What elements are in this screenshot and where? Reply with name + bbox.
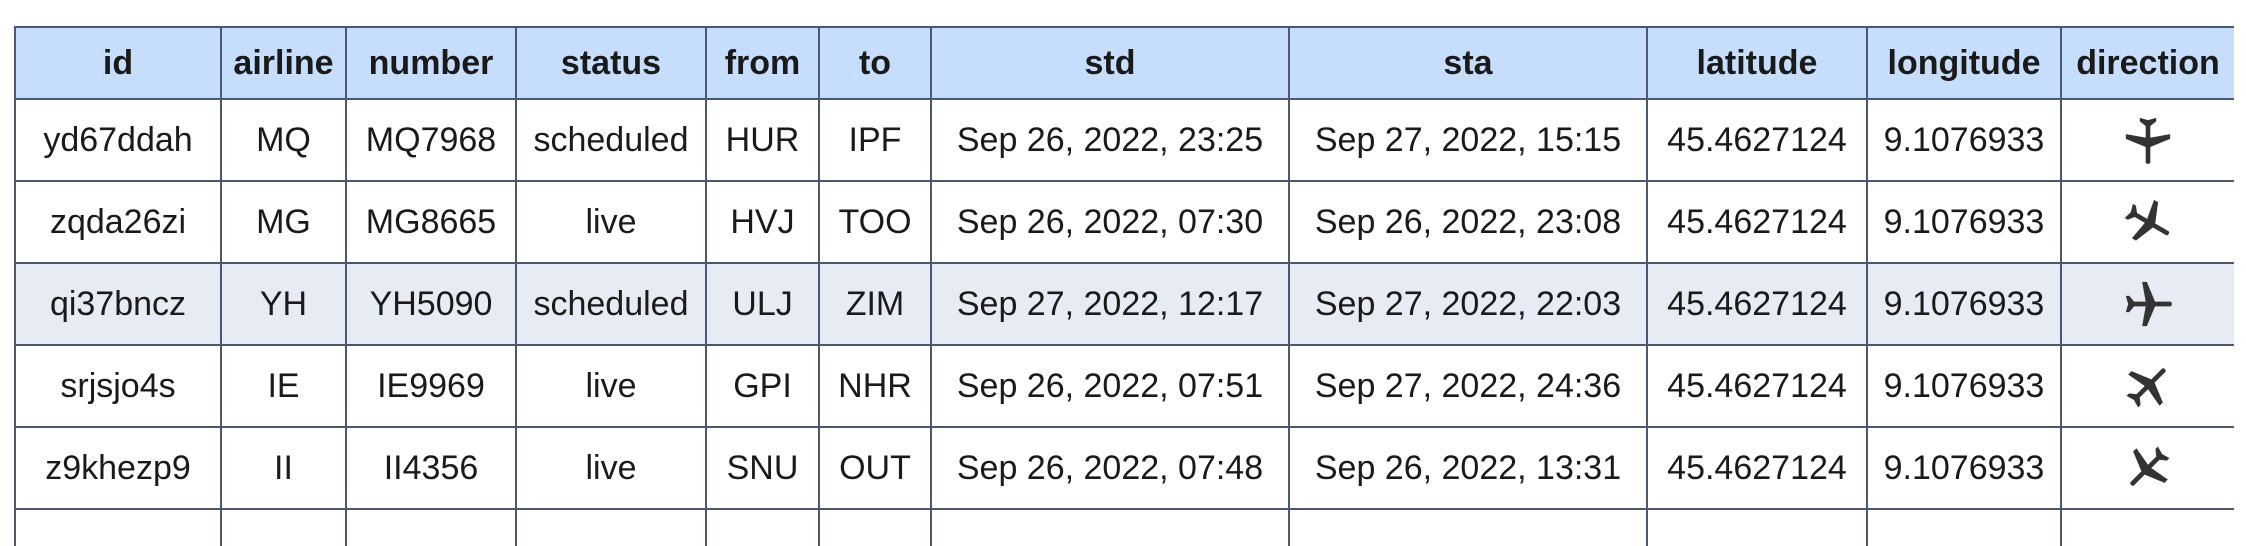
table-row[interactable]: yd67ddah MQ MQ7968 scheduled HUR IPF Sep…	[14, 98, 2234, 182]
cell-latitude: 45.4627124	[1646, 262, 1868, 346]
cell-direction	[2060, 508, 2234, 546]
cell-std: Sep 26, 2022, 07:48	[930, 426, 1290, 510]
cell-direction	[2060, 344, 2234, 428]
cell-sta: Sep 26, 2022, 13:31	[1288, 426, 1648, 510]
column-header-std[interactable]: std	[930, 26, 1290, 100]
cell-to: IPF	[818, 98, 932, 182]
cell-latitude: 45.4627124	[1646, 180, 1868, 264]
column-header-from[interactable]: from	[705, 26, 820, 100]
airplane-icon	[2130, 446, 2170, 486]
cell-status: scheduled	[515, 98, 707, 182]
column-header-airline[interactable]: airline	[220, 26, 347, 100]
cell-sta: Sep 27, 2022, 24:36	[1288, 344, 1648, 428]
cell-number: MQ7968	[345, 98, 517, 182]
cell-airline	[220, 508, 347, 546]
table-body: yd67ddah MQ MQ7968 scheduled HUR IPF Sep…	[14, 98, 2234, 546]
flights-table: id airline number status from to std sta…	[14, 26, 2234, 546]
cell-from	[705, 508, 820, 546]
cell-longitude: 9.1076933	[1866, 426, 2062, 510]
table-row[interactable]	[14, 508, 2234, 546]
cell-std: Sep 26, 2022, 07:51	[930, 344, 1290, 428]
column-header-sta[interactable]: sta	[1288, 26, 1648, 100]
cell-direction	[2060, 98, 2234, 182]
cell-airline: MG	[220, 180, 347, 264]
cell-sta: Sep 27, 2022, 22:03	[1288, 262, 1648, 346]
cell-number: IE9969	[345, 344, 517, 428]
cell-sta	[1288, 508, 1648, 546]
cell-id: zqda26zi	[14, 180, 222, 264]
cell-airline: YH	[220, 262, 347, 346]
cell-airline: II	[220, 426, 347, 510]
cell-longitude	[1866, 508, 2062, 546]
cell-longitude: 9.1076933	[1866, 180, 2062, 264]
cell-latitude: 45.4627124	[1646, 344, 1868, 428]
cell-id: z9khezp9	[14, 426, 222, 510]
cell-to: ZIM	[818, 262, 932, 346]
cell-status: live	[515, 426, 707, 510]
cell-from: ULJ	[705, 262, 820, 346]
cell-status: live	[515, 344, 707, 428]
cell-from: HUR	[705, 98, 820, 182]
cell-id: yd67ddah	[14, 98, 222, 182]
table-row[interactable]: qi37bncz YH YH5090 scheduled ULJ ZIM Sep…	[14, 262, 2234, 346]
cell-number: YH5090	[345, 262, 517, 346]
cell-id: srjsjo4s	[14, 344, 222, 428]
cell-id: qi37bncz	[14, 262, 222, 346]
table-header-row: id airline number status from to std sta…	[14, 26, 2234, 100]
cell-std: Sep 26, 2022, 07:30	[930, 180, 1290, 264]
table-row[interactable]: zqda26zi MG MG8665 live HVJ TOO Sep 26, …	[14, 180, 2234, 264]
cell-to: TOO	[818, 180, 932, 264]
column-header-latitude[interactable]: latitude	[1646, 26, 1868, 100]
cell-latitude	[1646, 508, 1868, 546]
cell-std	[930, 508, 1290, 546]
airplane-icon	[2125, 117, 2171, 164]
cell-std: Sep 26, 2022, 23:25	[930, 98, 1290, 182]
cell-number	[345, 508, 517, 546]
cell-direction	[2060, 262, 2234, 346]
airplane-icon	[2124, 199, 2170, 241]
table-row[interactable]: srjsjo4s IE IE9969 live GPI NHR Sep 26, …	[14, 344, 2234, 428]
cell-id	[14, 508, 222, 546]
column-header-number[interactable]: number	[345, 26, 517, 100]
column-header-status[interactable]: status	[515, 26, 707, 100]
table-row[interactable]: z9khezp9 II II4356 live SNU OUT Sep 26, …	[14, 426, 2234, 510]
cell-longitude: 9.1076933	[1866, 98, 2062, 182]
cell-status	[515, 508, 707, 546]
cell-longitude: 9.1076933	[1866, 262, 2062, 346]
airplane-icon	[2126, 368, 2166, 408]
cell-number: MG8665	[345, 180, 517, 264]
cell-status: scheduled	[515, 262, 707, 346]
cell-latitude: 45.4627124	[1646, 98, 1868, 182]
cell-status: live	[515, 180, 707, 264]
cell-from: HVJ	[705, 180, 820, 264]
cell-std: Sep 27, 2022, 12:17	[930, 262, 1290, 346]
cell-sta: Sep 27, 2022, 15:15	[1288, 98, 1648, 182]
cell-number: II4356	[345, 426, 517, 510]
cell-sta: Sep 26, 2022, 23:08	[1288, 180, 1648, 264]
column-header-to[interactable]: to	[818, 26, 932, 100]
cell-airline: IE	[220, 344, 347, 428]
cell-longitude: 9.1076933	[1866, 344, 2062, 428]
cell-airline: MQ	[220, 98, 347, 182]
cell-latitude: 45.4627124	[1646, 426, 1868, 510]
cell-to: OUT	[818, 426, 932, 510]
column-header-longitude[interactable]: longitude	[1866, 26, 2062, 100]
cell-from: GPI	[705, 344, 820, 428]
airplane-icon	[2125, 281, 2172, 327]
cell-to: NHR	[818, 344, 932, 428]
column-header-id[interactable]: id	[14, 26, 222, 100]
cell-to	[818, 508, 932, 546]
cell-direction	[2060, 426, 2234, 510]
cell-from: SNU	[705, 426, 820, 510]
column-header-direction[interactable]: direction	[2060, 26, 2234, 100]
flights-table-frame: id airline number status from to std sta…	[14, 26, 2234, 546]
cell-direction	[2060, 180, 2234, 264]
